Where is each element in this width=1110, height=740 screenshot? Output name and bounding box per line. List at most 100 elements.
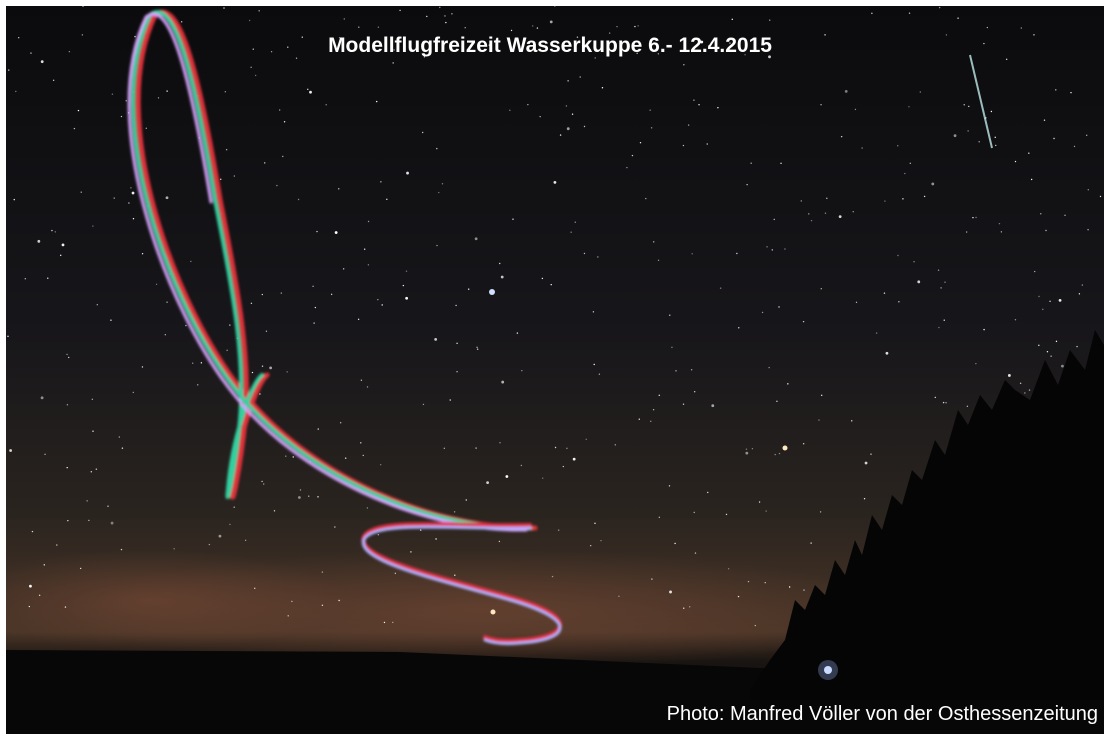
star: [768, 367, 769, 368]
star: [602, 87, 603, 88]
star: [253, 48, 254, 49]
star: [884, 200, 885, 201]
star: [233, 507, 234, 508]
star: [935, 397, 936, 398]
star: [995, 137, 996, 138]
star: [555, 447, 556, 448]
star: [293, 456, 294, 457]
star: [1021, 27, 1022, 28]
star: [436, 245, 437, 246]
star: [286, 371, 287, 372]
star: [9, 449, 12, 452]
star: [8, 69, 9, 70]
star: [338, 600, 339, 601]
star: [44, 454, 45, 455]
star: [190, 261, 191, 262]
star: [1034, 271, 1035, 272]
star: [266, 331, 267, 332]
star: [78, 110, 79, 111]
star: [968, 106, 969, 107]
star: [82, 5, 83, 6]
star: [632, 155, 633, 156]
star: [281, 292, 282, 293]
star: [192, 363, 193, 364]
star: [284, 121, 285, 122]
star: [1050, 355, 1051, 356]
star: [505, 475, 508, 478]
star: [1020, 383, 1021, 384]
star: [532, 25, 533, 26]
star: [384, 622, 385, 623]
star: [325, 104, 326, 105]
star: [759, 501, 760, 502]
star: [1045, 230, 1046, 231]
star: [674, 543, 675, 544]
star: [274, 510, 275, 511]
star: [165, 334, 166, 335]
star: [675, 370, 676, 371]
star: [808, 213, 809, 214]
star: [694, 512, 695, 513]
star: [282, 156, 283, 157]
bright-star: [491, 610, 496, 615]
star: [537, 27, 538, 28]
star: [554, 181, 557, 184]
star: [110, 320, 111, 321]
star: [263, 483, 264, 484]
star: [967, 130, 968, 131]
star: [44, 564, 45, 565]
star: [296, 58, 297, 59]
star: [438, 192, 439, 193]
star: [185, 325, 186, 326]
star: [550, 20, 553, 23]
star: [426, 16, 427, 17]
star: [335, 231, 338, 234]
star: [908, 106, 909, 107]
star: [774, 219, 775, 220]
star: [201, 362, 202, 363]
star: [1087, 229, 1088, 230]
star: [406, 172, 409, 175]
star: [262, 366, 263, 367]
star: [258, 10, 259, 11]
star: [886, 352, 889, 355]
star: [567, 80, 568, 81]
star: [344, 18, 345, 19]
star: [913, 261, 914, 262]
star: [983, 329, 984, 330]
star: [810, 542, 811, 543]
star: [1086, 135, 1087, 136]
photo-credit: Photo: Manfred Völler von der Osthessenz…: [667, 703, 1098, 725]
star: [97, 304, 98, 305]
star: [32, 531, 33, 532]
star: [80, 568, 81, 569]
star: [298, 199, 299, 200]
star: [261, 481, 262, 482]
star: [41, 60, 44, 63]
star: [924, 196, 925, 197]
star: [434, 338, 437, 341]
star: [475, 447, 476, 448]
star: [65, 606, 66, 607]
star: [972, 217, 973, 218]
star: [658, 260, 659, 261]
star: [60, 255, 61, 256]
star: [1059, 299, 1062, 302]
star: [1001, 231, 1002, 232]
star: [637, 25, 638, 26]
star: [920, 91, 921, 92]
star: [166, 90, 167, 91]
star: [1079, 293, 1080, 294]
star: [456, 371, 457, 372]
star: [451, 13, 452, 14]
star: [904, 173, 905, 174]
star: [527, 104, 528, 105]
star: [626, 167, 627, 168]
star: [659, 395, 660, 396]
star: [25, 278, 26, 279]
star: [114, 197, 115, 198]
star: [435, 538, 436, 539]
star: [121, 549, 122, 550]
star: [983, 43, 984, 44]
star: [269, 366, 272, 369]
